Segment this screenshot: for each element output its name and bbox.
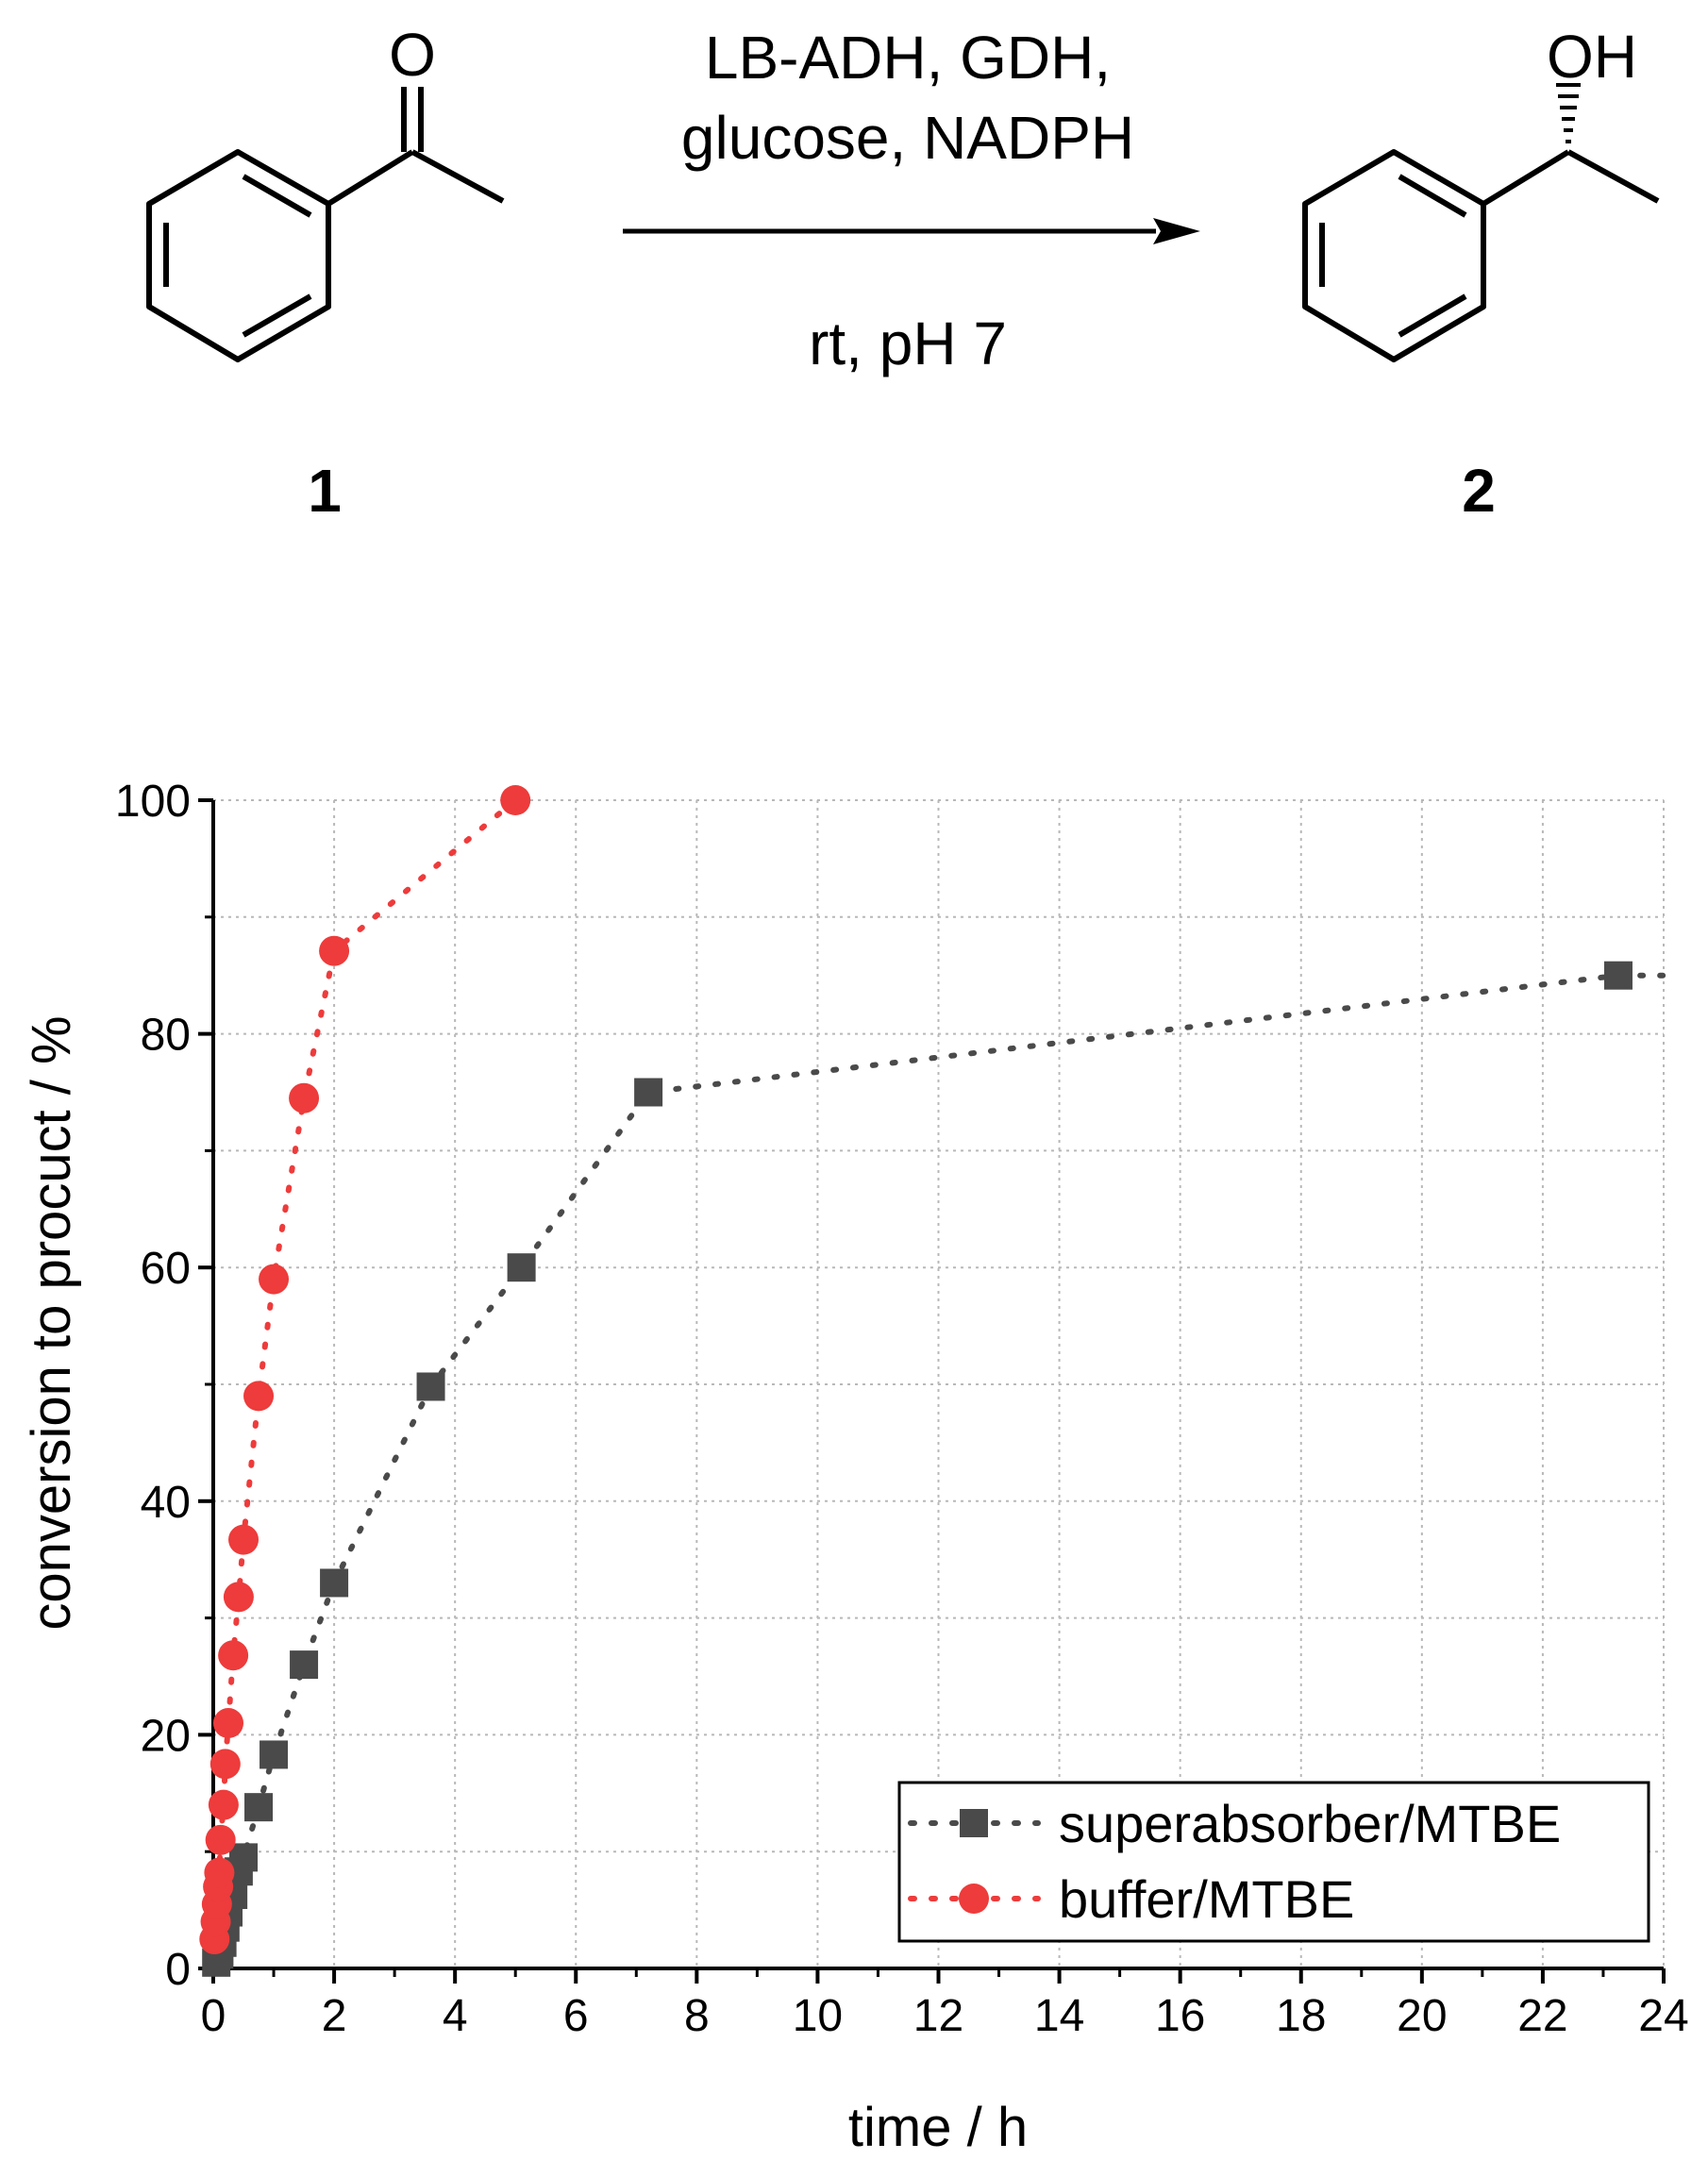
product-methyl-bond: [1566, 149, 1660, 204]
product-hashed-wedge: [1556, 83, 1581, 143]
product-bond-ring-carbinol: [1482, 149, 1570, 207]
superabsorber-point: [320, 1568, 349, 1598]
y-axis-title: conversion to procuct / %: [21, 1015, 82, 1630]
buffer-point: [205, 1824, 236, 1855]
reactant-inner-bond-1: [242, 174, 312, 218]
superabsorber-point: [507, 1253, 536, 1282]
buffer-point: [243, 1381, 275, 1412]
reagents-line-1: LB-ADH, GDH,: [705, 24, 1111, 92]
y-tick-label: 40: [141, 1478, 191, 1528]
y-tick-label: 0: [165, 1945, 191, 1995]
y-tick-label: 20: [141, 1711, 191, 1761]
reactant-methyl-bond: [410, 149, 505, 204]
x-tick-label: 0: [201, 1991, 226, 2041]
x-tick-label: 16: [1155, 1991, 1205, 2041]
y-tick-label: 100: [115, 777, 191, 827]
x-tick-label: 8: [684, 1991, 710, 2041]
x-tick-label: 12: [913, 1991, 963, 2041]
product-inner-bond-2: [1398, 293, 1467, 338]
reagents-line-2: glucose, NADPH: [681, 104, 1134, 172]
markers: [199, 785, 1633, 1977]
product-inner-bond-1: [1398, 174, 1467, 218]
x-tick-label: 20: [1397, 1991, 1447, 2041]
y-tick-label: 60: [141, 1244, 191, 1294]
x-tick-label: 18: [1276, 1991, 1326, 2041]
legend-label-buffer: buffer/MTBE: [1059, 1869, 1354, 1929]
buffer-point: [228, 1524, 260, 1555]
x-tick-label: 24: [1638, 1991, 1688, 2041]
y-tick-label: 80: [141, 1011, 191, 1061]
buffer-point: [319, 935, 350, 966]
buffer-point: [213, 1708, 244, 1739]
reactant-benzene-ring: [146, 149, 331, 362]
buffer-point: [259, 1264, 290, 1295]
x-tick-label: 14: [1034, 1991, 1084, 2041]
superabsorber-point: [244, 1793, 274, 1822]
x-tick-label: 22: [1517, 1991, 1567, 2041]
legend-box: [897, 1781, 1650, 1943]
reaction-arrow-head: [1153, 218, 1200, 244]
buffer-point: [209, 1749, 241, 1780]
reactant-structure: [146, 87, 505, 362]
superabsorber-point: [229, 1843, 259, 1872]
reaction-conditions: rt, pH 7: [809, 310, 1007, 377]
reactant-bond-ring-carbonyl: [327, 149, 414, 207]
buffer-point: [223, 1582, 254, 1613]
product-hydroxyl-label: OH: [1547, 23, 1637, 91]
superabsorber-point: [416, 1372, 445, 1401]
x-tick-label: 6: [563, 1991, 589, 2041]
legend: superabsorber/MTBE buffer/MTBE: [897, 1781, 1650, 1943]
superabsorber-point: [634, 1078, 663, 1107]
x-tick-label: 2: [322, 1991, 347, 2041]
grid: [213, 799, 1665, 1968]
legend-marker-superabsorber: [960, 1809, 988, 1837]
x-tick-label: 4: [443, 1991, 468, 2041]
buffer-point: [218, 1640, 249, 1671]
buffer-point: [500, 785, 531, 815]
legend-marker-buffer: [959, 1884, 989, 1914]
superabsorber-point: [290, 1650, 319, 1680]
buffer-point: [204, 1857, 235, 1888]
reactant-number-label: 1: [308, 457, 342, 525]
x-axis-title: time / h: [848, 2097, 1028, 2158]
reaction-scheme: O 1 LB-ADH, GDH, glucose, NADPH rt, pH 7…: [146, 21, 1660, 525]
x-tick-label: 10: [793, 1991, 843, 2041]
buffer-point: [289, 1082, 320, 1113]
legend-label-superabsorber: superabsorber/MTBE: [1059, 1794, 1561, 1853]
product-structure: [1302, 149, 1660, 362]
reactant-oxygen-label: O: [389, 21, 436, 89]
buffer-point: [208, 1789, 239, 1820]
superabsorber-point: [260, 1740, 289, 1769]
superabsorber-point: [1603, 961, 1633, 990]
product-number-label: 2: [1462, 457, 1496, 525]
reactant-inner-bond-2: [242, 293, 312, 338]
product-benzene-ring: [1302, 149, 1486, 362]
